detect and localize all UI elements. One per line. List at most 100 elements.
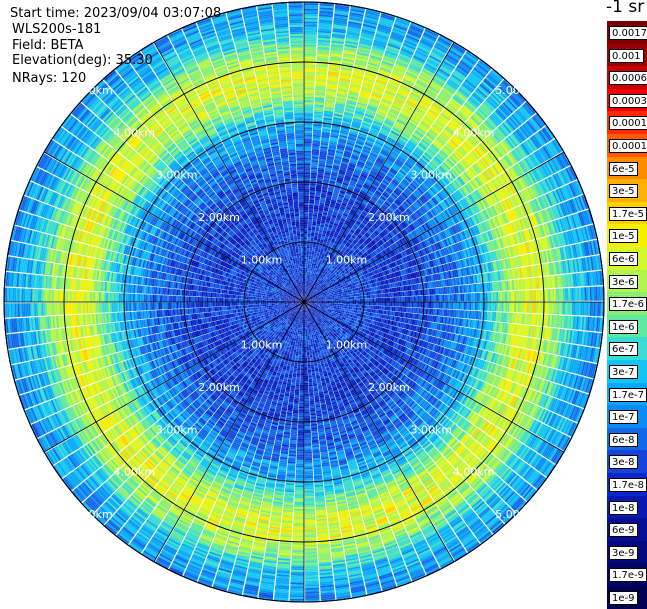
beta-cell xyxy=(372,306,374,309)
beta-cell xyxy=(304,370,307,372)
beta-cell xyxy=(464,302,466,310)
beta-cell xyxy=(305,494,314,496)
beta-cell xyxy=(511,302,513,312)
beta-cell xyxy=(345,306,347,308)
beta-cell xyxy=(477,302,479,310)
beta-cell xyxy=(305,521,316,523)
beta-cell xyxy=(304,385,308,387)
beta-cell xyxy=(304,358,307,360)
beta-cell xyxy=(432,302,434,308)
beta-cell xyxy=(392,302,394,306)
beta-cell xyxy=(305,430,311,432)
beta-cell xyxy=(352,307,354,310)
beta-cell xyxy=(514,302,516,312)
beta-cell xyxy=(304,397,309,399)
beta-cell xyxy=(381,302,383,306)
beta-cell xyxy=(347,307,349,309)
beta-cell xyxy=(342,304,344,306)
beta-cell xyxy=(378,302,380,306)
beta-cell xyxy=(322,303,324,304)
beta-cell xyxy=(307,349,310,351)
beta-cell xyxy=(309,330,311,332)
beta-cell xyxy=(307,325,308,327)
beta-cell xyxy=(305,476,314,478)
beta-cell xyxy=(523,302,525,313)
beta-cell xyxy=(305,464,313,466)
beta-cell xyxy=(305,410,310,412)
beta-cell xyxy=(305,455,313,457)
beta-cell xyxy=(308,368,311,370)
beta-cell xyxy=(532,302,534,313)
beta-cell xyxy=(324,304,326,305)
beta-cell xyxy=(305,437,312,439)
beta-cell xyxy=(326,303,328,304)
beta-cell xyxy=(426,302,428,308)
beta-cell xyxy=(305,433,311,435)
beta-cell xyxy=(360,302,362,305)
beta-cell xyxy=(367,302,369,305)
beta-cell xyxy=(318,303,320,304)
beta-cell xyxy=(410,302,412,307)
beta-cell xyxy=(305,554,317,556)
beta-cell xyxy=(338,304,340,306)
beta-cell xyxy=(538,302,540,313)
beta-cell xyxy=(307,352,310,354)
beta-cell xyxy=(455,302,457,309)
beta-cell xyxy=(305,484,314,486)
beta-cell xyxy=(324,303,326,304)
beta-cell xyxy=(343,304,345,306)
beta-cell xyxy=(304,403,309,405)
beta-cell xyxy=(529,302,531,313)
beta-cell xyxy=(583,302,585,316)
beta-cell xyxy=(306,331,308,333)
beta-cell xyxy=(336,304,338,306)
beta-cell xyxy=(304,360,307,362)
beta-cell xyxy=(309,381,313,383)
beta-cell xyxy=(349,307,351,309)
beta-cell xyxy=(430,302,432,308)
beta-cell xyxy=(365,302,367,305)
beta-cell xyxy=(486,302,488,311)
beta-cell xyxy=(304,365,307,367)
beta-cell xyxy=(336,307,338,309)
beta-cell xyxy=(305,424,311,426)
beta-cell xyxy=(574,302,576,315)
beta-cell xyxy=(459,302,461,310)
beta-cell xyxy=(433,302,435,308)
beta-cell xyxy=(403,302,405,307)
beta-cell xyxy=(572,302,574,315)
beta-cell xyxy=(304,381,308,383)
beta-cell xyxy=(304,408,309,410)
beta-cell xyxy=(386,306,388,310)
beta-cell xyxy=(308,374,312,376)
beta-cell xyxy=(306,336,308,338)
beta-cell xyxy=(341,306,343,308)
beta-cell xyxy=(308,339,310,341)
beta-cell xyxy=(352,305,354,308)
beta-cell xyxy=(421,302,423,308)
beta-cell xyxy=(468,302,470,310)
beta-cell xyxy=(305,489,314,491)
beta-cell xyxy=(509,302,511,312)
beta-cell xyxy=(304,392,308,394)
beta-cell xyxy=(333,305,335,307)
beta-cell xyxy=(306,345,308,347)
beta-cell xyxy=(425,302,427,308)
beta-cell xyxy=(559,302,561,314)
beta-cell xyxy=(374,306,376,310)
beta-cell xyxy=(309,397,314,399)
beta-cell xyxy=(304,390,308,392)
beta-cell xyxy=(310,399,315,401)
beta-cell xyxy=(305,327,306,329)
beta-cell xyxy=(446,302,448,309)
beta-cell xyxy=(385,302,387,306)
beta-cell xyxy=(388,306,390,310)
beta-cell xyxy=(579,302,581,315)
beta-cell xyxy=(305,530,316,532)
beta-cell xyxy=(307,330,309,332)
beta-cell xyxy=(586,302,588,316)
beta-cell xyxy=(307,358,310,360)
beta-cell xyxy=(493,302,495,311)
beta-cell xyxy=(550,302,552,314)
beta-cell xyxy=(307,327,309,329)
